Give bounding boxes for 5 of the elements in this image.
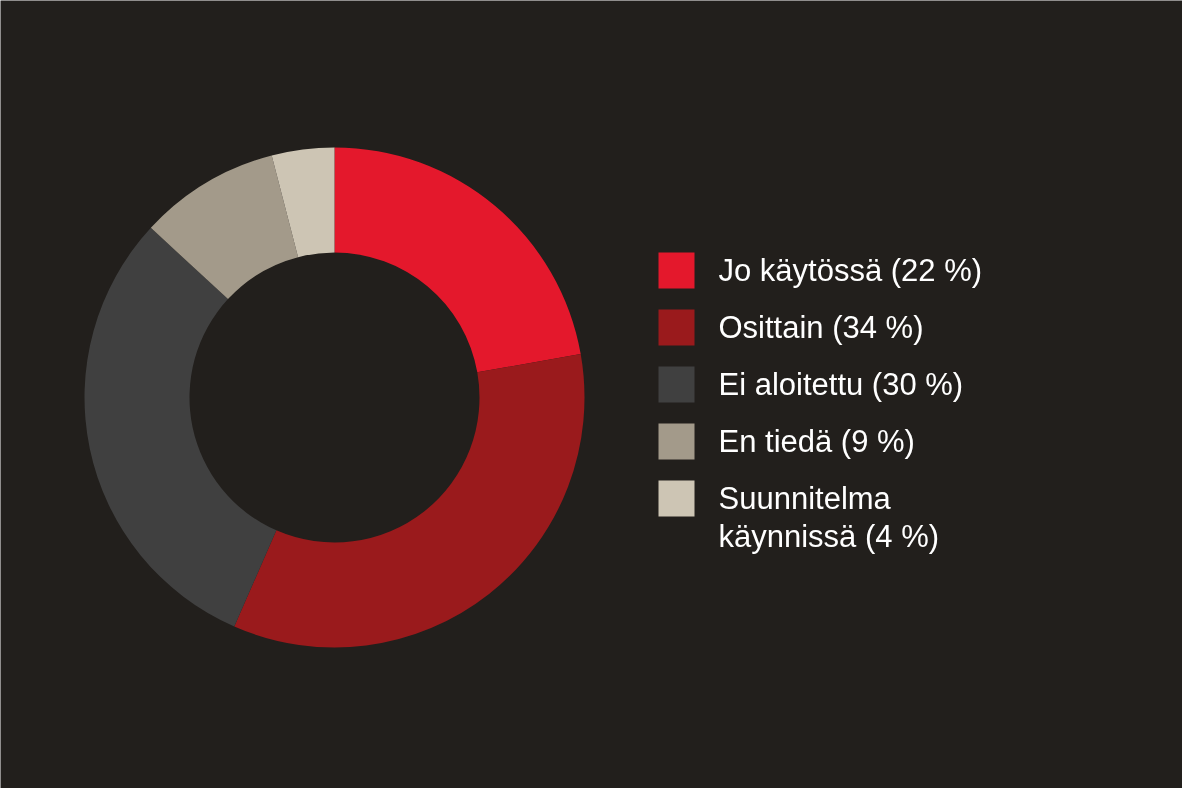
legend-label: En tiedä (9 %) xyxy=(718,424,915,459)
legend-label: Osittain (34 %) xyxy=(718,310,924,345)
legend-label: Ei aloitettu (30 %) xyxy=(718,367,964,402)
legend-label: Jo käytössä (22 %) xyxy=(718,253,983,288)
legend-label: Suunnitelma käynnissä (4 %) xyxy=(718,481,940,554)
